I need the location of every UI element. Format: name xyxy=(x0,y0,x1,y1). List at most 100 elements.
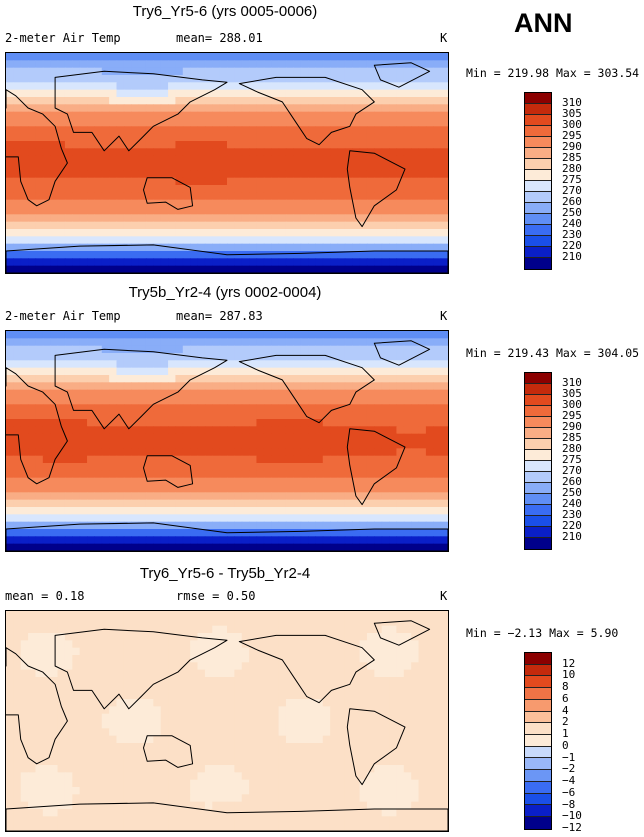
map-cell xyxy=(50,485,59,493)
map-cell xyxy=(308,251,316,259)
map-cell xyxy=(381,684,390,693)
map-cell xyxy=(204,477,213,486)
map-cell xyxy=(6,338,14,347)
map-cell xyxy=(366,448,375,457)
map-cell xyxy=(190,419,199,427)
map-cell xyxy=(50,367,59,376)
map-cell xyxy=(87,647,95,656)
map-cell xyxy=(182,699,191,707)
map-cell xyxy=(322,141,331,149)
map-cell xyxy=(263,148,272,157)
map-cell xyxy=(337,743,346,751)
map-cell xyxy=(241,757,250,766)
map-cell xyxy=(359,199,368,208)
map-cell xyxy=(131,543,140,551)
map-cell xyxy=(64,735,73,744)
map-cell xyxy=(249,177,258,186)
map-cell xyxy=(418,433,427,442)
map-cell xyxy=(197,669,206,678)
map-cell xyxy=(28,265,37,273)
map-cell xyxy=(256,499,265,508)
map-cell xyxy=(35,765,44,773)
map-cell xyxy=(138,750,147,759)
map-cell xyxy=(64,163,73,171)
map-cell xyxy=(381,611,390,619)
map-cell xyxy=(381,221,390,230)
map-cell xyxy=(160,669,169,678)
map-cell xyxy=(13,119,22,127)
map-cell xyxy=(425,126,434,135)
map-cell xyxy=(79,155,88,164)
map-cell xyxy=(204,155,213,164)
map-cell xyxy=(293,251,302,259)
map-cell xyxy=(138,521,147,530)
map-cell xyxy=(94,404,103,413)
map-cell xyxy=(87,141,95,149)
map-cell xyxy=(87,53,95,61)
map-cell xyxy=(13,536,22,545)
map-cell xyxy=(116,75,125,83)
map-cell xyxy=(153,470,162,479)
map-cell xyxy=(168,375,177,383)
map-cell xyxy=(263,625,272,634)
map-cell xyxy=(212,229,221,237)
map-cell xyxy=(315,662,324,671)
map-cell xyxy=(109,251,118,259)
map-cell xyxy=(212,492,221,501)
map-cell xyxy=(28,338,37,347)
map-cell xyxy=(160,82,169,91)
map-cell xyxy=(28,706,37,715)
map-cell xyxy=(285,611,294,619)
map-cell xyxy=(145,640,154,649)
map-cell xyxy=(344,691,353,700)
map-cell xyxy=(212,485,221,493)
map-cell xyxy=(322,507,331,515)
map-cell xyxy=(263,82,272,91)
map-cell xyxy=(35,684,44,693)
map-cell xyxy=(13,75,22,83)
map-cell xyxy=(28,684,37,693)
map-cell xyxy=(315,133,324,142)
map-cell xyxy=(101,229,110,237)
map-cell xyxy=(64,499,73,508)
map-cell xyxy=(403,640,412,649)
map-cell xyxy=(13,772,22,781)
map-cell xyxy=(308,192,316,201)
map-cell xyxy=(352,170,361,179)
map-cell xyxy=(278,655,287,663)
map-cell xyxy=(72,229,81,237)
map-cell xyxy=(425,728,434,737)
map-cell xyxy=(57,499,66,508)
map-cell xyxy=(285,507,294,515)
map-cell xyxy=(256,728,265,737)
map-cell xyxy=(168,499,177,508)
map-cell xyxy=(308,67,316,76)
map-cell xyxy=(35,133,44,142)
map-cell xyxy=(425,684,434,693)
map-cell xyxy=(101,499,110,508)
map-cell xyxy=(145,177,154,186)
map-cell xyxy=(168,111,177,120)
map-cell xyxy=(94,757,103,766)
map-cell xyxy=(234,67,243,76)
map-cell xyxy=(352,757,361,766)
map-cell xyxy=(433,404,442,413)
map-cell xyxy=(374,382,383,391)
map-cell xyxy=(145,338,154,347)
map-cell xyxy=(285,713,294,722)
map-cell xyxy=(285,691,294,700)
map-cell xyxy=(337,419,346,427)
map-cell xyxy=(168,221,177,230)
map-cell xyxy=(138,647,147,656)
map-cell xyxy=(190,243,199,252)
map-cell xyxy=(396,338,405,347)
map-cell xyxy=(109,441,118,449)
map-cell xyxy=(389,163,398,171)
map-cell xyxy=(182,426,191,435)
map-cell xyxy=(87,640,95,649)
map-cell xyxy=(330,243,339,252)
map-cell xyxy=(50,97,59,105)
map-cell xyxy=(212,170,221,179)
map-cell xyxy=(13,82,22,91)
map-cell xyxy=(35,655,44,663)
